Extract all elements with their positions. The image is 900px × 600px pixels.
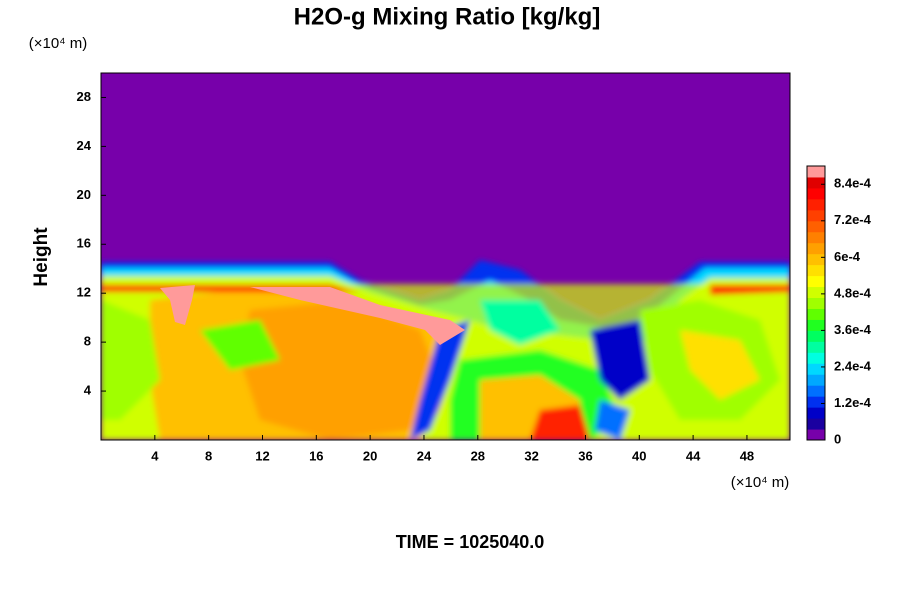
time-label: TIME = 1025040.0	[396, 532, 545, 552]
colorbar-tick-label: 1.2e-4	[834, 395, 872, 410]
colorbar-band	[807, 187, 825, 200]
colorbar-band	[807, 286, 825, 299]
colorbar-band	[807, 308, 825, 320]
x-tick-label: 40	[632, 448, 646, 463]
colorbar-band	[807, 242, 825, 255]
colorbar-band	[807, 231, 825, 244]
colorbar-band	[807, 407, 825, 419]
colorbar-band	[807, 275, 825, 288]
x-unit: (×10⁴ m)	[731, 474, 790, 491]
x-tick-label: 4	[151, 448, 159, 463]
y-tick-label: 16	[77, 236, 91, 251]
y-axis-label: Height	[31, 227, 52, 287]
y-tick-label: 20	[77, 187, 91, 202]
y-unit: (×10⁴ m)	[29, 35, 88, 52]
y-tick-label: 8	[84, 334, 91, 349]
colorbar-band	[807, 363, 825, 375]
colorbar-band	[807, 209, 825, 222]
colorbar-frame	[806, 165, 826, 441]
colorbar-band	[807, 341, 825, 353]
y-tick-label: 4	[84, 383, 92, 398]
colorbar-tick-label: 4.8e-4	[834, 285, 872, 300]
y-tick-label: 12	[77, 285, 91, 300]
colorbar-band	[807, 374, 825, 386]
colorbar-tick-label: 8.4e-4	[834, 176, 872, 191]
x-tick-label: 24	[417, 448, 432, 463]
x-tick-label: 32	[524, 448, 538, 463]
x-tick-label: 28	[471, 448, 485, 463]
x-tick-label: 12	[255, 448, 269, 463]
colorbar-band	[807, 220, 825, 233]
colorbar-band	[807, 166, 825, 178]
x-tick-label: 48	[740, 448, 754, 463]
colorbar-tick-label: 6e-4	[834, 249, 861, 264]
colorbar-band	[807, 264, 825, 277]
x-tick-label: 44	[686, 448, 701, 463]
colorbar-band	[807, 297, 825, 309]
colorbar-band	[807, 253, 825, 266]
colorbar-tick-label: 3.6e-4	[834, 322, 872, 337]
colorbar-band	[807, 176, 825, 189]
x-tick-label: 20	[363, 448, 377, 463]
field	[101, 73, 790, 440]
x-tick-label: 36	[578, 448, 592, 463]
colorbar-band	[807, 429, 825, 441]
colorbar-band	[807, 385, 825, 397]
colorbar-band	[807, 319, 825, 331]
colorbar-band	[807, 396, 825, 408]
y-tick-label: 24	[77, 138, 92, 153]
colorbar-tick-label: 0	[834, 431, 841, 446]
x-tick-label: 16	[309, 448, 323, 463]
plot-frame	[100, 72, 791, 441]
chart-title: H2O-g Mixing Ratio [kg/kg]	[294, 3, 601, 30]
colorbar-tick-label: 2.4e-4	[834, 358, 872, 373]
colorbar-band	[807, 418, 825, 430]
colorbar-band	[807, 198, 825, 211]
x-tick-label: 8	[205, 448, 212, 463]
colorbar-band	[807, 352, 825, 364]
y-tick-label: 28	[77, 89, 91, 104]
colorbar-tick-label: 7.2e-4	[834, 212, 872, 227]
colorbar-band	[807, 330, 825, 342]
